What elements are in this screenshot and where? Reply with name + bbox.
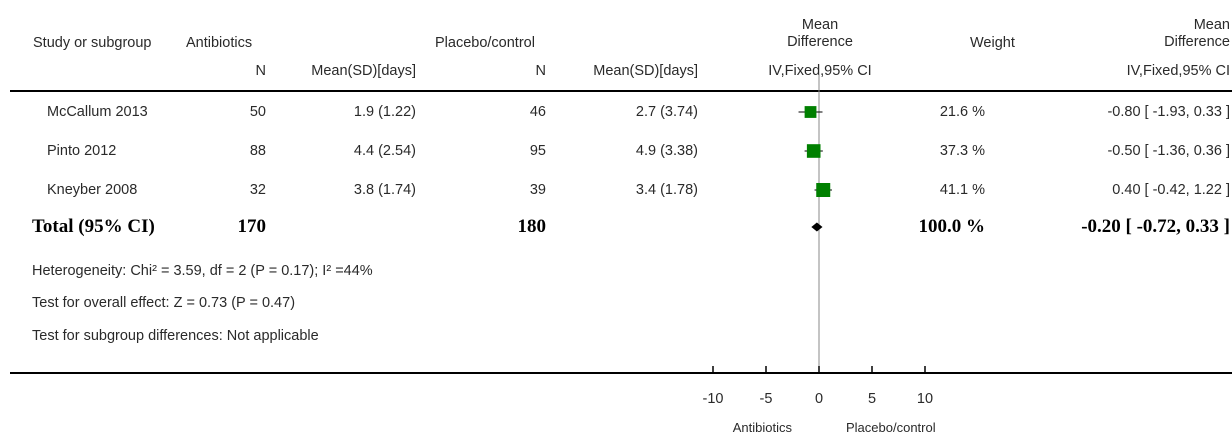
header-mean1: Mean(SD)[days]: [311, 63, 416, 79]
tick-label: -10: [702, 391, 724, 407]
study-square: [804, 106, 817, 118]
row-mean-sd-2: 4.9 (3.38): [635, 143, 698, 159]
tick-label: 0: [814, 391, 824, 407]
row-n2: 46: [529, 104, 546, 120]
row-ci: 0.40 [ -0.42, 1.22 ]: [1112, 182, 1230, 198]
axis-label-right: Placebo/control: [846, 420, 936, 435]
axis-label-left: Antibiotics: [732, 420, 792, 435]
row-mean-sd-1: 4.4 (2.54): [353, 143, 416, 159]
header-md-line2: Difference: [787, 34, 853, 50]
study-square: [806, 144, 821, 158]
header-study: Study or subgroup: [33, 35, 152, 51]
row-mean-sd-2: 3.4 (1.78): [635, 182, 698, 198]
row-study: Kneyber 2008: [47, 182, 138, 198]
total-n2: 180: [517, 216, 547, 237]
header-placebo: Placebo/control: [435, 35, 535, 51]
row-n2: 39: [529, 182, 546, 198]
header-md2-line1: Mean: [1193, 17, 1230, 33]
pooled-diamond: [811, 222, 823, 232]
row-mean-sd-2: 2.7 (3.74): [635, 104, 698, 120]
row-study: McCallum 2013: [47, 104, 148, 120]
row-n1: 32: [249, 182, 266, 198]
header-mean2: Mean(SD)[days]: [593, 63, 698, 79]
subgroup-note: Test for subgroup differences: Not appli…: [32, 328, 319, 344]
header-method2: IV,Fixed,95% CI: [1126, 63, 1230, 79]
overall-effect-note: Test for overall effect: Z = 0.73 (P = 0…: [32, 295, 296, 311]
header-md2-line2: Difference: [1164, 34, 1230, 50]
row-n1: 50: [249, 104, 266, 120]
row-n1: 88: [249, 143, 266, 159]
header-weight: Weight: [970, 35, 1015, 51]
row-ci: -0.80 [ -1.93, 0.33 ]: [1107, 104, 1230, 120]
total-weight: 100.0 %: [918, 216, 986, 237]
row-mean-sd-1: 3.8 (1.74): [353, 182, 416, 198]
header-method: IV,Fixed,95% CI: [768, 63, 872, 79]
total-n1: 170: [237, 216, 267, 237]
row-mean-sd-1: 1.9 (1.22): [353, 104, 416, 120]
tick-label: 5: [867, 391, 877, 407]
row-weight: 37.3 %: [939, 143, 985, 159]
header-antibiotics: Antibiotics: [186, 35, 253, 51]
total-label: Total (95% CI): [32, 216, 155, 237]
row-study: Pinto 2012: [47, 143, 117, 159]
tick-label: -5: [759, 391, 773, 407]
header-divider: [10, 90, 1232, 92]
study-square: [816, 183, 831, 197]
heterogeneity-note: Heterogeneity: Chi² = 3.59, df = 2 (P = …: [32, 263, 373, 279]
row-weight: 41.1 %: [939, 182, 985, 198]
tick-label: 10: [916, 391, 934, 407]
header-md-line1: Mean: [801, 17, 839, 33]
header-n1: N: [255, 63, 266, 79]
row-weight: 21.6 %: [939, 104, 985, 120]
total-ci: -0.20 [ -0.72, 0.33 ]: [1081, 216, 1230, 237]
footer-divider: [10, 372, 1232, 374]
header-n2: N: [535, 63, 546, 79]
row-ci: -0.50 [ -1.36, 0.36 ]: [1107, 143, 1230, 159]
row-n2: 95: [529, 143, 546, 159]
